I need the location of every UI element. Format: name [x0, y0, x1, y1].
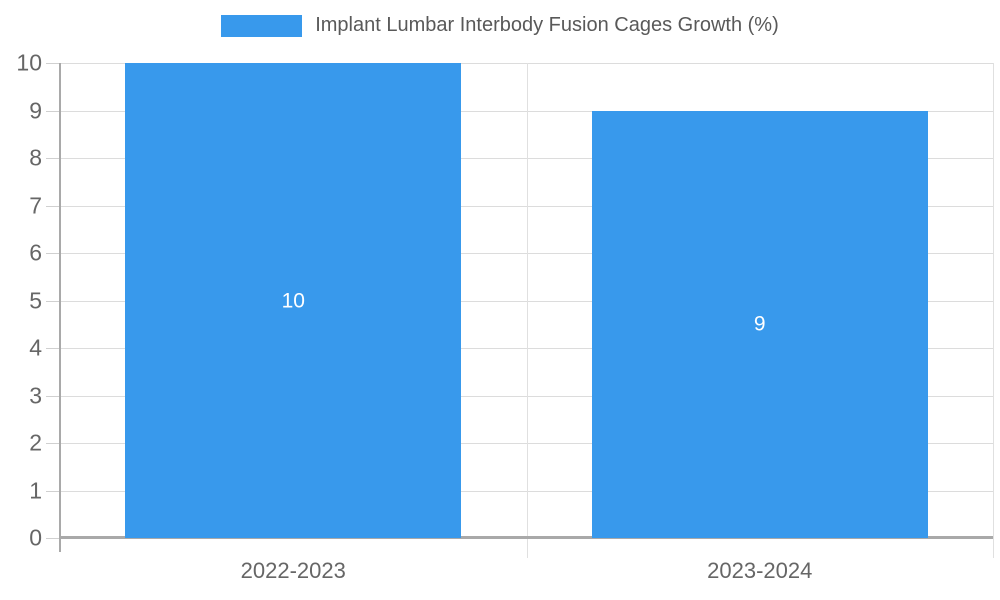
- gridline-horizontal: [60, 443, 993, 444]
- x-tick-label: 2023-2024: [707, 558, 813, 583]
- y-axis-tick: [46, 348, 60, 349]
- y-axis-tick: [46, 110, 60, 112]
- bar-value-label: 9: [753, 312, 766, 336]
- y-axis-line: [59, 63, 61, 552]
- y-tick-label: 2: [29, 429, 42, 456]
- y-tick-label: 3: [29, 382, 42, 408]
- y-axis-tick: [46, 63, 60, 64]
- y-axis-tick: [46, 205, 60, 207]
- gridline-vertical: [993, 63, 994, 538]
- gridline-vertical: [527, 63, 528, 538]
- bar[interactable]: [592, 110, 928, 538]
- y-tick-label: 10: [16, 49, 42, 76]
- legend-swatch-icon[interactable]: [221, 14, 303, 37]
- x-axis-tick: [993, 538, 994, 558]
- x-axis-tick: [527, 538, 528, 558]
- gridline-horizontal: [60, 490, 993, 492]
- y-tick-label: 9: [29, 97, 42, 123]
- y-axis-tick: [46, 538, 60, 539]
- y-tick-label: 6: [29, 239, 42, 266]
- bar-value-label: 10: [281, 289, 305, 312]
- gridline-horizontal: [60, 395, 993, 397]
- gridline-horizontal: [60, 158, 993, 159]
- gridline-horizontal: [60, 63, 993, 64]
- y-axis-tick: [46, 395, 60, 397]
- chart-legend: Implant Lumbar Interbody Fusion Cages Gr…: [0, 14, 1000, 37]
- gridline-horizontal: [60, 253, 993, 254]
- gridline-horizontal: [60, 110, 993, 112]
- y-axis-tick: [46, 490, 60, 492]
- bar[interactable]: [125, 63, 461, 538]
- plot-area: 0 1 2 3 4 5 6 7 8 9 10 10 2022-2023 9 2023-2024: [16, 51, 994, 582]
- y-tick-label: 8: [29, 144, 42, 171]
- y-tick-label: 4: [29, 334, 42, 361]
- legend-series-label[interactable]: Implant Lumbar Interbody Fusion Cages Gr…: [315, 14, 779, 36]
- gridline-horizontal: [60, 300, 993, 302]
- y-tick-label: 7: [29, 192, 42, 218]
- gridline-horizontal: [60, 205, 993, 207]
- y-axis-tick: [46, 253, 60, 254]
- y-tick-label: 5: [29, 287, 42, 313]
- y-tick-label: 1: [29, 477, 42, 503]
- x-tick-label: 2022-2023: [240, 558, 346, 583]
- y-axis-tick: [46, 443, 60, 444]
- y-axis-tick: [46, 300, 60, 302]
- gridline-horizontal: [60, 348, 993, 349]
- x-axis-line: [59, 536, 993, 539]
- y-tick-label: 0: [29, 524, 42, 551]
- y-axis-tick: [46, 158, 60, 159]
